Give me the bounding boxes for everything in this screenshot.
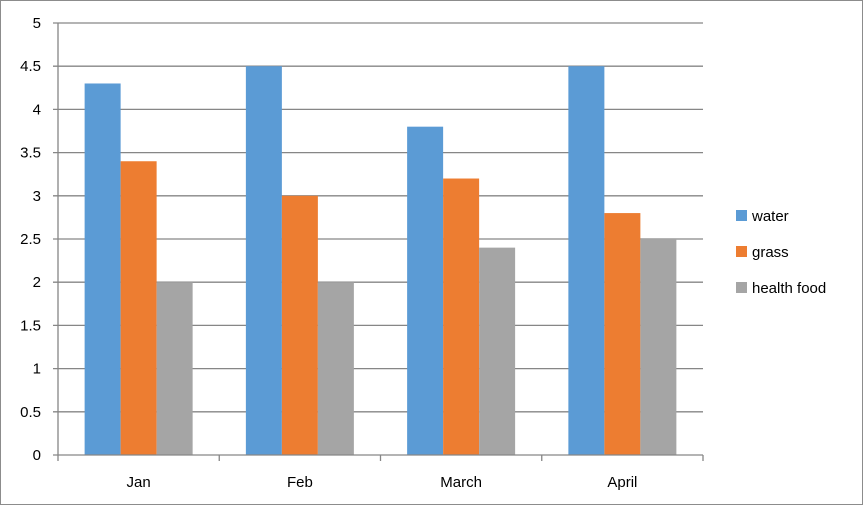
axes <box>53 23 704 461</box>
legend-label: health food <box>752 280 826 297</box>
y-tick-label: 3 <box>33 188 41 205</box>
y-tick-label: 5 <box>33 15 41 32</box>
y-tick-label: 0.5 <box>20 404 41 421</box>
x-tick-label: March <box>440 474 482 491</box>
y-tick-label: 4.5 <box>20 58 41 75</box>
y-tick-label: 1.5 <box>20 317 41 334</box>
bar-water-jan <box>84 83 121 455</box>
x-tick-label: April <box>607 474 637 491</box>
bar-water-march <box>407 126 444 456</box>
bars <box>84 66 677 456</box>
bar-grass-jan <box>120 161 157 456</box>
bar-health-food-jan <box>156 282 193 455</box>
bar-grass-april <box>604 213 641 455</box>
legend-label: grass <box>752 244 789 261</box>
y-tick-label: 1 <box>33 361 41 378</box>
y-tick-label: 2 <box>33 274 41 291</box>
x-tick-label: Jan <box>127 474 151 491</box>
bar-water-feb <box>245 66 282 455</box>
legend-label: water <box>751 208 789 225</box>
legend-swatch <box>736 246 747 257</box>
y-tick-label: 0 <box>33 447 41 464</box>
bar-grass-march <box>443 178 480 455</box>
bar-health-food-april <box>640 239 677 455</box>
y-axis-tick-labels: 0 0.5 1 1.5 2 2.5 3 3.5 4 4.5 5 <box>20 15 41 464</box>
bar-health-food-march <box>479 247 516 455</box>
bar-grass-feb <box>281 195 318 456</box>
bar-health-food-feb <box>317 282 354 455</box>
y-tick-label: 3.5 <box>20 145 41 162</box>
legend-swatch <box>736 282 747 293</box>
y-tick-label: 2.5 <box>20 231 41 248</box>
legend-swatch <box>736 210 747 221</box>
x-tick-label: Feb <box>287 474 313 491</box>
x-axis-tick-labels: Jan Feb March April <box>127 474 638 491</box>
legend: water grass health food <box>736 208 826 297</box>
y-tick-label: 4 <box>33 101 41 118</box>
bar-water-april <box>568 66 605 455</box>
